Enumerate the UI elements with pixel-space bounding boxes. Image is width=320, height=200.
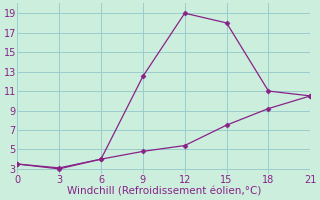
X-axis label: Windchill (Refroidissement éolien,°C): Windchill (Refroidissement éolien,°C) — [67, 187, 261, 197]
